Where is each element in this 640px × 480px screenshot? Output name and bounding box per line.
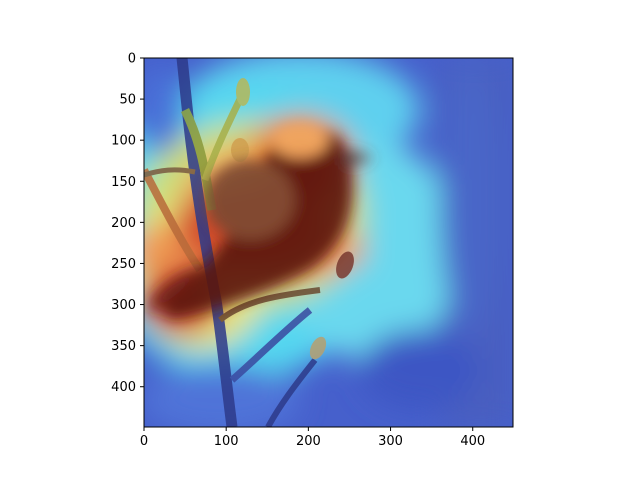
- x-tick-label: 400: [460, 434, 485, 449]
- y-tick-label: 300: [111, 298, 136, 313]
- y-tick-label: 350: [111, 339, 136, 354]
- x-tick-label: 100: [214, 434, 239, 449]
- image-panel: [144, 58, 513, 427]
- bird: [150, 122, 375, 319]
- x-tick-label: 300: [378, 434, 403, 449]
- y-tick-label: 50: [119, 93, 136, 108]
- x-tick-label: 0: [140, 434, 148, 449]
- y-tick-label: 0: [128, 52, 136, 67]
- plot-frame: [143, 57, 514, 428]
- y-axis: 0 50 100 150 200 250 300 350 400: [111, 52, 144, 395]
- y-tick-label: 250: [111, 257, 136, 272]
- y-tick-label: 100: [111, 134, 136, 149]
- branches: [144, 58, 354, 427]
- y-tick-label: 150: [111, 175, 136, 190]
- y-tick-label: 200: [111, 216, 136, 231]
- x-tick-label: 200: [296, 434, 321, 449]
- x-axis: 0 100 200 300 400: [140, 427, 485, 449]
- y-tick-label: 400: [111, 380, 136, 395]
